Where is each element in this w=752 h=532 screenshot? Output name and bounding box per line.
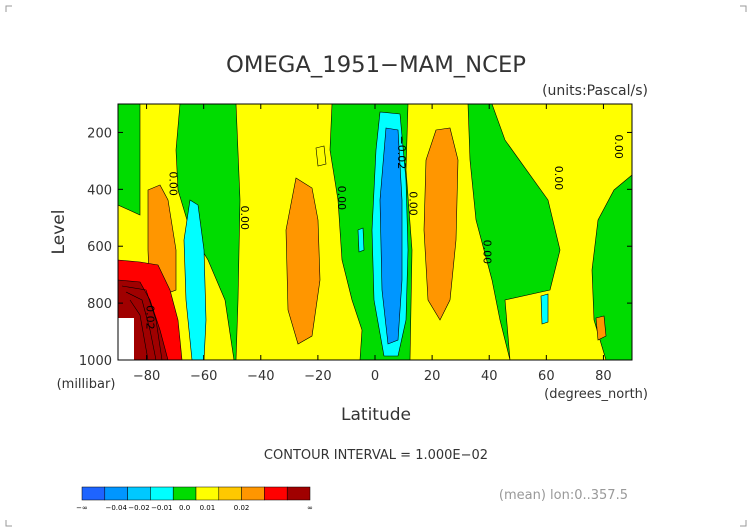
fill-cyan-south <box>183 199 207 360</box>
fill-blue-center <box>379 127 403 345</box>
colorbar-swatch <box>218 486 242 501</box>
colorbar-swatch <box>195 486 220 501</box>
contour-label: 0.00 <box>481 240 494 265</box>
x-axis-label: Latitude <box>341 405 411 425</box>
colorbar: −∞ −0.04 −0.02 −0.01 0.0 0.01 0.02 ∞ <box>76 486 313 512</box>
colorbar-swatch <box>81 486 106 501</box>
fill-yellow-north <box>491 104 632 360</box>
contour-fills <box>118 104 632 360</box>
contour-lines-red <box>121 285 163 360</box>
x-tick-label: 40 <box>481 369 498 384</box>
y-tick-label: 600 <box>87 240 112 255</box>
contour-label: 0.00 <box>552 166 565 191</box>
x-tick-label: 60 <box>538 369 555 384</box>
units-label: (units:Pascal/s) <box>542 83 648 99</box>
fill-orange-north <box>423 127 459 321</box>
colorbar-swatch <box>127 486 151 501</box>
colorbar-swatch <box>104 486 128 501</box>
x-tick-label: 20 <box>424 369 441 384</box>
y-tick-label: 400 <box>87 183 112 198</box>
mean-lon-label: (mean) lon:0..357.5 <box>499 488 628 503</box>
missing-data-patch <box>118 318 134 360</box>
y-tick-label: 1000 <box>79 354 112 369</box>
contour-label: 0.00 <box>612 134 625 159</box>
x-tick-label: −40 <box>247 369 274 384</box>
colorbar-swatch <box>172 486 197 501</box>
fill-cyan-small-2 <box>540 293 549 325</box>
x-tick-label: 80 <box>595 369 612 384</box>
contour-label: 0.00 <box>406 191 419 216</box>
fill-yellow-small <box>315 145 327 167</box>
fill-orange-west <box>285 177 321 345</box>
fill-orange-small <box>595 315 607 341</box>
x-axis: −80 −60 −40 −20 0 20 40 60 80 <box>133 104 612 384</box>
colorbar-swatch <box>264 486 288 501</box>
x-units-label: (degrees_north) <box>544 387 648 402</box>
y-axis: 200 400 600 800 1000 <box>79 126 632 369</box>
x-tick-label: 0 <box>371 369 379 384</box>
fill-cyan-small-1 <box>357 227 365 253</box>
contour-labels: 0.00 0.02 0.00 0.00 −0.02 0.00 0.00 0.00 0.00 <box>144 134 625 329</box>
x-tick-label: −20 <box>304 369 331 384</box>
plot-area: 0.00 0.02 0.00 0.00 −0.02 0.00 0.00 0.00 0.00 <box>117 103 633 361</box>
chart-title: OMEGA_1951−MAM_NCEP <box>226 53 526 78</box>
colorbar-label: −∞ <box>76 504 88 512</box>
contour-label: 0.00 <box>166 171 179 196</box>
contour-label: 0.00 <box>238 206 251 231</box>
colorbar-swatch <box>241 486 265 501</box>
colorbar-swatch <box>150 486 174 501</box>
contour-label: −0.02 <box>395 135 408 169</box>
colorbar-label: 0.01 <box>200 504 216 512</box>
colorbar-label: ∞ <box>307 504 313 512</box>
colorbar-label: −0.02 <box>128 504 149 512</box>
y-axis-label: Level <box>49 210 69 255</box>
corner-marks <box>5 5 747 527</box>
contour-interval: CONTOUR INTERVAL = 1.000E−02 <box>264 448 488 463</box>
colorbar-label: 0.0 <box>179 504 190 512</box>
y-units-label: (millibar) <box>57 377 116 392</box>
y-tick-label: 800 <box>87 297 112 312</box>
contour-label: 0.00 <box>335 186 348 211</box>
colorbar-label: 0.02 <box>234 504 250 512</box>
colorbar-label: −0.01 <box>151 504 172 512</box>
colorbar-label: −0.04 <box>105 504 127 512</box>
colorbar-swatch <box>286 486 311 501</box>
y-tick-label: 200 <box>87 126 112 141</box>
x-tick-label: −60 <box>190 369 217 384</box>
x-tick-label: −80 <box>133 369 160 384</box>
contour-label: 0.02 <box>144 305 157 330</box>
